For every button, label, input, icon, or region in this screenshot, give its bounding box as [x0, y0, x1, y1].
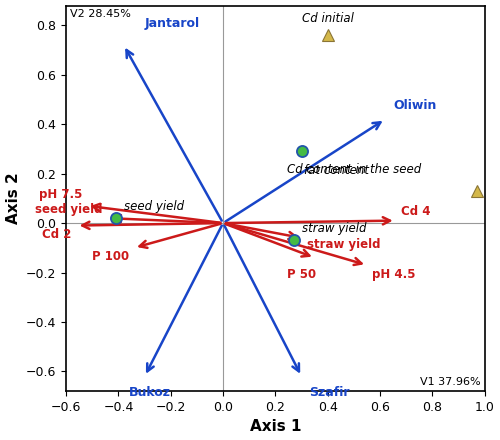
Text: pH 7.5: pH 7.5	[38, 188, 82, 201]
Text: Szafir: Szafir	[310, 386, 350, 399]
Text: Cd 4: Cd 4	[401, 205, 430, 218]
Text: seed yield: seed yield	[36, 203, 103, 216]
X-axis label: Axis 1: Axis 1	[250, 419, 301, 434]
Text: Cd initial: Cd initial	[302, 12, 354, 26]
Text: fat content: fat content	[304, 164, 369, 177]
Text: seed yield: seed yield	[124, 200, 184, 213]
Text: pH 4.5: pH 4.5	[372, 268, 416, 281]
Text: P 50: P 50	[287, 268, 316, 281]
Text: Cd content in the seed: Cd content in the seed	[286, 163, 421, 176]
Text: V1 37.96%: V1 37.96%	[420, 378, 480, 387]
Text: Cd 2: Cd 2	[42, 228, 72, 241]
Text: Oliwin: Oliwin	[393, 99, 436, 112]
Text: V2 28.45%: V2 28.45%	[70, 9, 132, 19]
Text: P 100: P 100	[92, 250, 129, 263]
Text: straw yield: straw yield	[306, 238, 380, 251]
Text: Bukoz: Bukoz	[129, 386, 171, 399]
Text: Jantarol: Jantarol	[144, 17, 200, 30]
Text: straw yield: straw yield	[302, 223, 366, 235]
Y-axis label: Axis 2: Axis 2	[6, 172, 20, 224]
